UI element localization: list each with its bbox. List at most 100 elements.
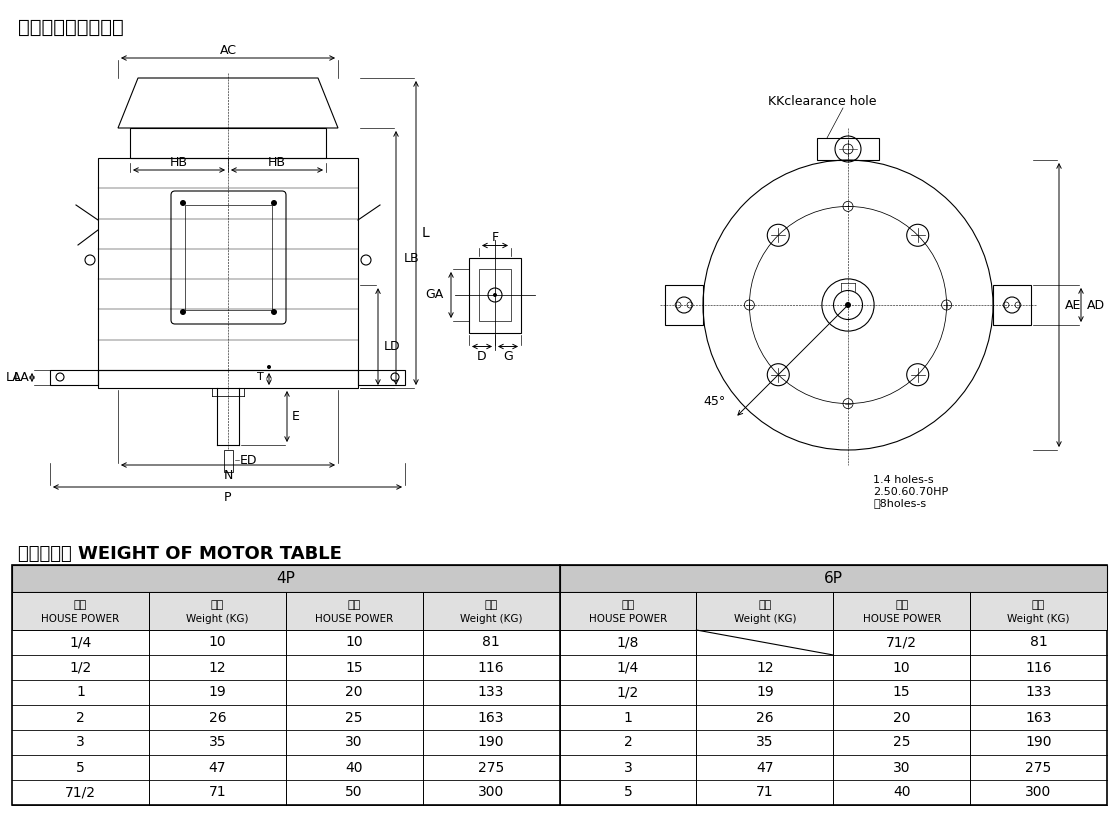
Text: 19: 19: [208, 685, 226, 699]
Bar: [12, 592, 149, 630]
Bar: [224, 450, 233, 472]
Text: KKclearance hole: KKclearance hole: [768, 95, 876, 108]
Text: GA: GA: [425, 288, 443, 301]
Text: LA: LA: [6, 371, 22, 384]
Text: 190: 190: [478, 735, 505, 749]
Text: LA: LA: [15, 371, 30, 384]
Text: HOUSE POWER: HOUSE POWER: [41, 614, 120, 624]
Bar: [696, 592, 834, 630]
Text: HB: HB: [170, 155, 188, 168]
Text: 重量: 重量: [1032, 600, 1045, 610]
Text: AE: AE: [1065, 298, 1081, 311]
Text: 190: 190: [1025, 735, 1052, 749]
Text: AD: AD: [1087, 298, 1106, 311]
Text: 馬達: 馬達: [621, 600, 634, 610]
Text: 重量: 重量: [485, 600, 498, 610]
Text: 116: 116: [1025, 660, 1052, 675]
Bar: [665, 285, 703, 325]
Circle shape: [267, 365, 271, 369]
Text: 26: 26: [208, 711, 226, 725]
Text: 45°: 45°: [703, 395, 725, 408]
Text: Weight (KG): Weight (KG): [460, 614, 523, 624]
Text: 47: 47: [208, 761, 226, 775]
Text: 116: 116: [478, 660, 505, 675]
Text: HOUSE POWER: HOUSE POWER: [863, 614, 941, 624]
Text: 6P: 6P: [824, 571, 843, 586]
Text: 71: 71: [756, 785, 773, 800]
Text: 標準馬達尺寸參考表: 標準馬達尺寸參考表: [18, 18, 124, 37]
Bar: [12, 565, 1107, 805]
Bar: [423, 592, 560, 630]
Text: 81: 81: [1029, 636, 1047, 650]
Text: 19: 19: [756, 685, 773, 699]
Text: 47: 47: [756, 761, 773, 775]
Text: 2: 2: [76, 711, 85, 725]
Bar: [149, 592, 285, 630]
Text: 163: 163: [1025, 711, 1052, 725]
Bar: [185, 205, 272, 310]
Text: 30: 30: [346, 735, 363, 749]
Text: 3: 3: [76, 735, 85, 749]
Text: 81: 81: [482, 636, 500, 650]
Bar: [358, 370, 405, 385]
Text: Weight (KG): Weight (KG): [734, 614, 796, 624]
Text: Weight (KG): Weight (KG): [186, 614, 248, 624]
Text: 4P: 4P: [276, 571, 295, 586]
Text: 15: 15: [893, 685, 911, 699]
Text: 35: 35: [208, 735, 226, 749]
Text: AC: AC: [219, 43, 236, 56]
Text: 275: 275: [478, 761, 505, 775]
Circle shape: [271, 309, 278, 315]
Text: 10: 10: [893, 660, 911, 675]
Circle shape: [180, 309, 186, 315]
Circle shape: [271, 200, 278, 206]
Text: G: G: [504, 350, 513, 363]
Text: 2: 2: [623, 735, 632, 749]
Bar: [560, 592, 696, 630]
Text: 1: 1: [76, 685, 85, 699]
Bar: [50, 370, 98, 385]
Bar: [285, 592, 423, 630]
Circle shape: [493, 293, 497, 297]
Text: 163: 163: [478, 711, 505, 725]
Circle shape: [180, 200, 186, 206]
Text: LB: LB: [404, 252, 420, 265]
Bar: [130, 128, 326, 158]
Text: 50: 50: [346, 785, 363, 800]
Text: 40: 40: [346, 761, 363, 775]
Text: 12: 12: [756, 660, 773, 675]
Text: 133: 133: [478, 685, 505, 699]
Text: ED: ED: [239, 453, 257, 467]
Text: 300: 300: [478, 785, 505, 800]
Text: HOUSE POWER: HOUSE POWER: [589, 614, 667, 624]
Text: 重量: 重量: [759, 600, 771, 610]
Bar: [98, 158, 358, 370]
Text: 15: 15: [346, 660, 363, 675]
Text: 10: 10: [346, 636, 363, 650]
Text: 馬達: 馬達: [74, 600, 87, 610]
Text: HOUSE POWER: HOUSE POWER: [316, 614, 393, 624]
Text: D: D: [477, 350, 487, 363]
Text: 1: 1: [623, 711, 632, 725]
Text: 馬達: 馬達: [895, 600, 909, 610]
Bar: [970, 592, 1107, 630]
Text: N: N: [224, 468, 233, 481]
Bar: [479, 269, 511, 321]
Text: 馬達重量表 WEIGHT OF MOTOR TABLE: 馬達重量表 WEIGHT OF MOTOR TABLE: [18, 545, 342, 563]
Bar: [469, 257, 521, 333]
Text: P: P: [224, 490, 232, 503]
Text: 馬達: 馬達: [348, 600, 360, 610]
Text: L: L: [422, 226, 430, 240]
Bar: [993, 285, 1031, 325]
Text: 25: 25: [893, 735, 911, 749]
Bar: [12, 565, 560, 592]
Text: 30: 30: [893, 761, 911, 775]
Text: HB: HB: [267, 155, 286, 168]
Text: Weight (KG): Weight (KG): [1007, 614, 1070, 624]
Text: 5: 5: [623, 785, 632, 800]
Text: 40: 40: [893, 785, 911, 800]
Text: 275: 275: [1025, 761, 1052, 775]
Text: 1/4: 1/4: [69, 636, 92, 650]
Text: E: E: [292, 410, 300, 423]
Bar: [817, 138, 880, 160]
